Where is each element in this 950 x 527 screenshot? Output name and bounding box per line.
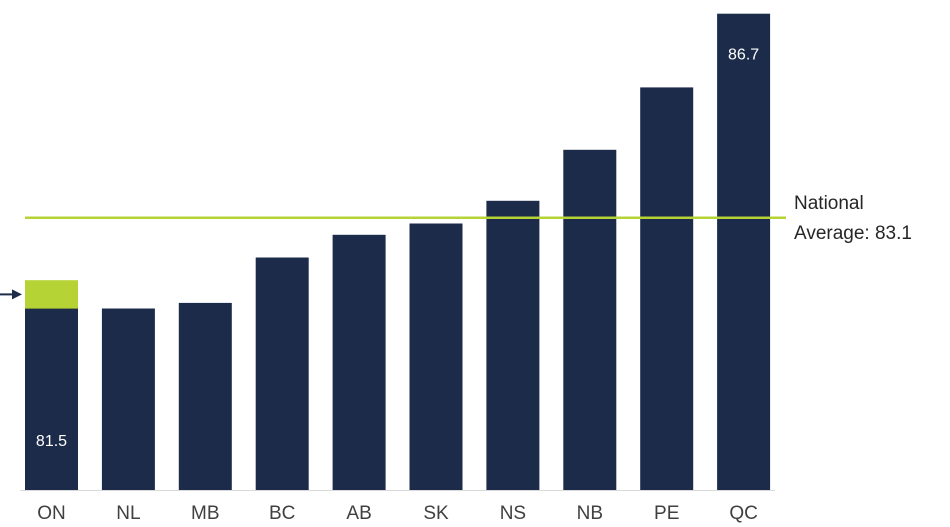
bar-ns	[486, 200, 540, 491]
bar-bc	[255, 257, 309, 490]
bars-group	[25, 13, 771, 491]
national-average-label-line1: National	[794, 193, 864, 214]
bar-nb	[563, 149, 617, 491]
x-tick-ab: AB	[346, 503, 371, 524]
bar-ab	[332, 234, 386, 490]
x-tick-on: ON	[37, 503, 66, 524]
bar-nl	[101, 308, 155, 490]
x-tick-sk: SK	[423, 503, 449, 524]
x-tick-mb: MB	[191, 503, 220, 524]
bar-mb	[178, 302, 232, 490]
bar-on	[25, 308, 78, 490]
x-tick-ns: NS	[500, 503, 526, 524]
bar-qc	[717, 13, 771, 490]
x-tick-pe: PE	[654, 503, 679, 524]
data-label-qc: 86.7	[728, 47, 759, 64]
highlight-arrow-icon	[0, 289, 22, 300]
data-label-on: 81.5	[36, 433, 67, 450]
x-tick-bc: BC	[269, 503, 295, 524]
x-tick-nl: NL	[116, 503, 140, 524]
national-average-label-line2: Average: 83.1	[794, 223, 912, 244]
bar-pe	[640, 87, 694, 491]
x-tick-nb: NB	[577, 503, 603, 524]
labels-group: ON NL MB BC AB SK NS NB PE QC 81.5 86.7	[36, 47, 759, 524]
bar-highlight-on	[25, 280, 78, 309]
x-tick-qc: QC	[729, 503, 758, 524]
bar-sk	[409, 223, 463, 490]
